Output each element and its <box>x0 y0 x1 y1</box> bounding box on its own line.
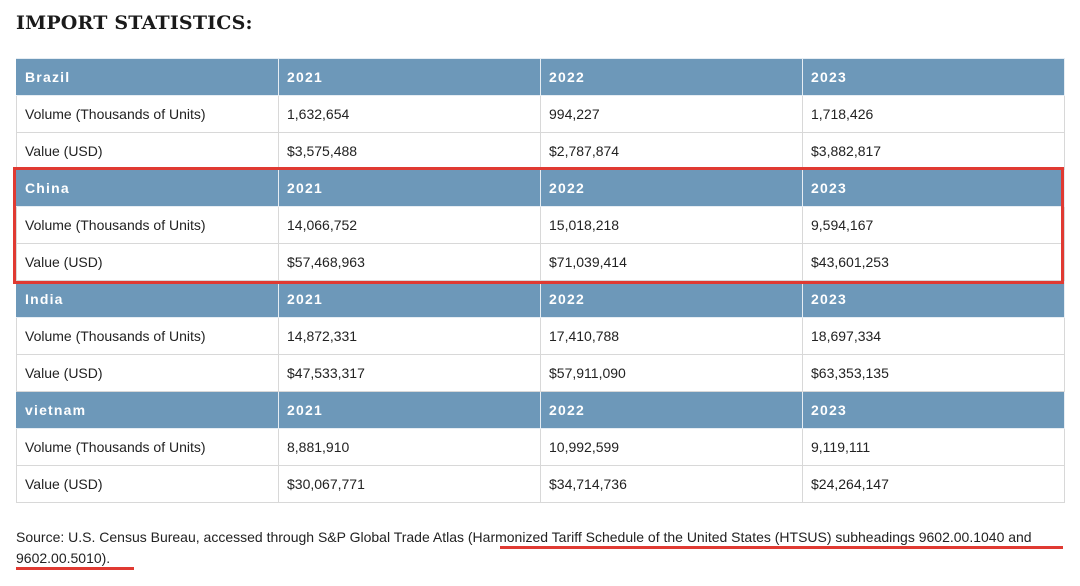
row-label: Volume (Thousands of Units) <box>16 206 279 244</box>
section-header-row: China 2021 2022 2023 <box>16 169 1065 207</box>
year-header: 2022 <box>540 280 803 318</box>
source-note: Source: U.S. Census Bureau, accessed thr… <box>16 527 1066 569</box>
year-header: 2023 <box>802 169 1065 207</box>
table-cell: $2,787,874 <box>540 132 803 170</box>
table-cell: 9,119,111 <box>802 428 1065 466</box>
table-cell: 14,872,331 <box>278 317 541 355</box>
table-cell: $47,533,317 <box>278 354 541 392</box>
table-row: Value (USD) $57,468,963 $71,039,414 $43,601… <box>16 243 1065 281</box>
table-cell: 994,227 <box>540 95 803 133</box>
table-cell: 8,881,910 <box>278 428 541 466</box>
year-header: 2023 <box>802 58 1065 96</box>
table-cell: $24,264,147 <box>802 465 1065 503</box>
row-label: Volume (Thousands of Units) <box>16 317 279 355</box>
table-cell: $3,882,817 <box>802 132 1065 170</box>
table-cell: 18,697,334 <box>802 317 1065 355</box>
table-cell: 9,594,167 <box>802 206 1065 244</box>
year-header: 2022 <box>540 58 803 96</box>
table-cell: $3,575,488 <box>278 132 541 170</box>
source-suffix: ). <box>101 550 111 566</box>
table-cell: $63,353,135 <box>802 354 1065 392</box>
highlight-underline-2 <box>16 567 134 570</box>
table-cell: $57,911,090 <box>540 354 803 392</box>
table-row: Value (USD) $47,533,317 $57,911,090 $63,353… <box>16 354 1065 392</box>
country-header: China <box>16 169 279 207</box>
table-cell: 1,632,654 <box>278 95 541 133</box>
page-title: IMPORT STATISTICS: <box>16 12 253 34</box>
year-header: 2023 <box>802 280 1065 318</box>
table-cell: $57,468,963 <box>278 243 541 281</box>
section-header-row: India 2021 2022 2023 <box>16 280 1065 318</box>
country-header: vietnam <box>16 391 279 429</box>
row-label: Value (USD) <box>16 243 279 281</box>
year-header: 2021 <box>278 391 541 429</box>
table-cell: 1,718,426 <box>802 95 1065 133</box>
table-cell: 14,066,752 <box>278 206 541 244</box>
country-header: Brazil <box>16 58 279 96</box>
table-cell: 10,992,599 <box>540 428 803 466</box>
table-row: Volume (Thousands of Units) 1,632,654 994,… <box>16 95 1065 133</box>
section-header-row: vietnam 2021 2022 2023 <box>16 391 1065 429</box>
table-cell: 15,018,218 <box>540 206 803 244</box>
year-header: 2023 <box>802 391 1065 429</box>
highlight-underline-1 <box>500 546 1063 549</box>
year-header: 2021 <box>278 280 541 318</box>
table-cell: $34,714,736 <box>540 465 803 503</box>
source-prefix: Source: U.S. Census Bureau, accessed thr… <box>16 529 473 545</box>
row-label: Volume (Thousands of Units) <box>16 95 279 133</box>
table-row: Value (USD) $3,575,488 $2,787,874 $3,882,81… <box>16 132 1065 170</box>
row-label: Volume (Thousands of Units) <box>16 428 279 466</box>
table-row: Volume (Thousands of Units) 8,881,910 10,9… <box>16 428 1065 466</box>
table-row: Volume (Thousands of Units) 14,872,331 17,… <box>16 317 1065 355</box>
table-cell: $71,039,414 <box>540 243 803 281</box>
year-header: 2021 <box>278 58 541 96</box>
row-label: Value (USD) <box>16 465 279 503</box>
table-row: Volume (Thousands of Units) 14,066,752 15,… <box>16 206 1065 244</box>
row-label: Value (USD) <box>16 354 279 392</box>
htsus-link[interactable]: Harmonized Tariff Schedule of the United… <box>16 529 1032 566</box>
import-statistics-table: Brazil 2021 2022 2023 Volume (Thousands of U… <box>16 58 1065 503</box>
year-header: 2022 <box>540 169 803 207</box>
row-label: Value (USD) <box>16 132 279 170</box>
table-cell: 17,410,788 <box>540 317 803 355</box>
year-header: 2022 <box>540 391 803 429</box>
table-cell: $30,067,771 <box>278 465 541 503</box>
year-header: 2021 <box>278 169 541 207</box>
section-header-row: Brazil 2021 2022 2023 <box>16 58 1065 96</box>
table-cell: $43,601,253 <box>802 243 1065 281</box>
country-header: India <box>16 280 279 318</box>
table-row: Value (USD) $30,067,771 $34,714,736 $24,264… <box>16 465 1065 503</box>
